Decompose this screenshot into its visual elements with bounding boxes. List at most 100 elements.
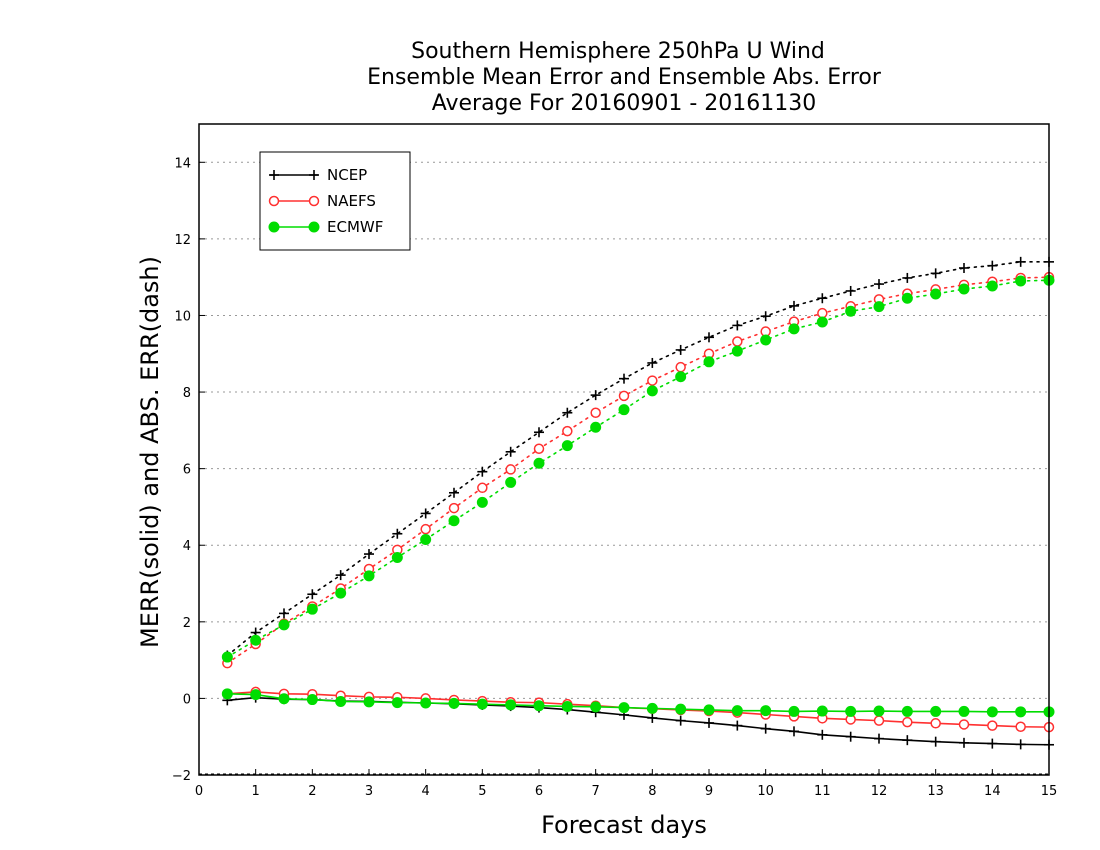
abs-err-point-ecmwf	[505, 476, 517, 488]
abs-err-point-ncep	[335, 570, 346, 581]
abs-err-point-ncep	[732, 320, 743, 331]
merr-point-ecmwf	[760, 705, 772, 717]
merr-point-naefs	[902, 716, 913, 728]
abs-err-point-ncep	[817, 293, 828, 304]
legend-item-naefs: NAEFS	[268, 192, 376, 210]
merr-point-ecmwf	[958, 705, 970, 717]
merr-point-ecmwf	[930, 705, 942, 717]
x-tick-label: 0	[195, 784, 203, 799]
abs-err-line-naefs	[226, 276, 1050, 664]
abs-err-point-ecmwf	[816, 316, 828, 328]
merr-point-ecmwf	[505, 699, 517, 711]
merr-point-ecmwf	[873, 705, 885, 717]
merr-point-ecmwf	[788, 705, 800, 717]
merr-point-ecmwf	[476, 698, 488, 710]
merr-point-ncep	[930, 736, 941, 747]
abs-err-point-naefs	[675, 361, 686, 373]
legend-item-ecmwf: ECMWF	[268, 218, 383, 236]
merr-point-ecmwf	[278, 693, 290, 705]
abs-err-point-ncep	[902, 272, 913, 283]
merr-line-naefs	[227, 691, 1050, 728]
abs-err-point-ecmwf	[590, 421, 602, 433]
abs-err-point-ecmwf	[448, 515, 460, 527]
abs-err-point-ecmwf	[561, 440, 573, 452]
abs-err-point-naefs	[618, 390, 630, 402]
abs-err-point-ncep	[987, 260, 998, 271]
legend-marker	[308, 195, 320, 207]
abs-err-point-naefs	[448, 502, 460, 514]
abs-err-point-ncep	[534, 427, 544, 438]
abs-err-point-ecmwf	[1015, 275, 1027, 287]
abs-err-point-ncep	[590, 390, 601, 401]
merr-point-ncep	[817, 729, 828, 740]
merr-point-ecmwf	[250, 689, 262, 701]
merr-point-naefs	[873, 715, 885, 726]
abs-err-point-ncep	[789, 300, 799, 311]
abs-err-point-ecmwf	[391, 551, 403, 563]
legend-label-ecmwf: ECMWF	[327, 218, 383, 236]
x-tick-label: 14	[984, 784, 1001, 799]
x-tick-label: 5	[478, 784, 486, 799]
abs-err-point-ncep	[959, 262, 969, 273]
abs-err-point-ncep	[619, 373, 629, 384]
merr-point-ncep	[760, 723, 771, 734]
abs-err-point-ncep	[704, 332, 714, 343]
abs-err-point-ncep	[930, 268, 941, 279]
legend: NCEP NAEFS ECMWF	[259, 151, 411, 251]
merr-point-ncep	[845, 731, 856, 742]
merr-point-ecmwf	[590, 701, 602, 713]
legend-symbol-ecmwf	[268, 221, 320, 233]
abs-err-point-ecmwf	[845, 305, 857, 317]
y-tick-label: 2	[183, 616, 191, 631]
merr-point-ncep	[1015, 739, 1026, 750]
chart-title: Southern Hemisphere 250hPa U Wind Ensemb…	[367, 39, 882, 116]
abs-err-point-naefs	[505, 464, 516, 475]
abs-err-point-ecmwf	[618, 404, 630, 416]
abs-err-point-naefs	[590, 407, 601, 418]
merr-point-naefs	[958, 719, 970, 730]
legend-symbol-naefs	[268, 195, 320, 207]
abs-err-point-ecmwf	[363, 570, 375, 582]
merr-point-naefs	[1015, 721, 1026, 732]
abs-err-point-ecmwf	[675, 371, 687, 383]
legend-item-ncep: NCEP	[269, 166, 367, 184]
abs-err-point-ecmwf	[221, 651, 233, 663]
merr-point-ncep	[675, 715, 686, 726]
merr-point-ecmwf	[561, 700, 573, 712]
plot-lines	[226, 261, 1050, 746]
merr-point-ecmwf	[448, 697, 460, 709]
abs-err-point-ncep	[279, 608, 289, 619]
merr-point-ecmwf	[363, 696, 375, 708]
legend-marker	[308, 221, 320, 233]
abs-err-point-ecmwf	[986, 280, 998, 292]
abs-err-point-ncep	[675, 344, 686, 355]
y-tick-label: 6	[183, 463, 191, 478]
abs-err-point-ncep	[392, 528, 403, 539]
abs-err-point-ecmwf	[958, 283, 970, 295]
merr-point-ncep	[647, 712, 658, 723]
abs-err-line-ncep	[226, 261, 1050, 657]
x-tick-label: 15	[1041, 784, 1058, 799]
merr-point-ncep	[987, 738, 998, 749]
x-tick-label: 7	[592, 784, 600, 799]
y-axis-label: MERR(solid) and ABS. ERR(dash)	[136, 256, 164, 648]
merr-point-ecmwf	[533, 700, 545, 712]
y-tick-label: 12	[174, 233, 191, 248]
y-tick-label: 0	[183, 692, 191, 707]
abs-err-point-ecmwf	[760, 334, 772, 346]
merr-point-ecmwf	[306, 694, 318, 706]
merr-point-ecmwf	[731, 705, 743, 717]
abs-err-point-ecmwf	[646, 385, 658, 397]
abs-err-point-naefs	[732, 336, 743, 347]
merr-point-ecmwf	[646, 702, 658, 714]
abs-err-point-ncep	[307, 589, 318, 600]
abs-err-point-ncep	[420, 508, 431, 519]
abs-err-point-ecmwf	[306, 603, 318, 615]
merr-point-ecmwf	[391, 697, 403, 709]
merr-point-ncep	[704, 717, 714, 728]
x-tick-label: 4	[422, 784, 430, 799]
x-tick-label: 1	[252, 784, 260, 799]
legend-marker	[269, 170, 279, 180]
